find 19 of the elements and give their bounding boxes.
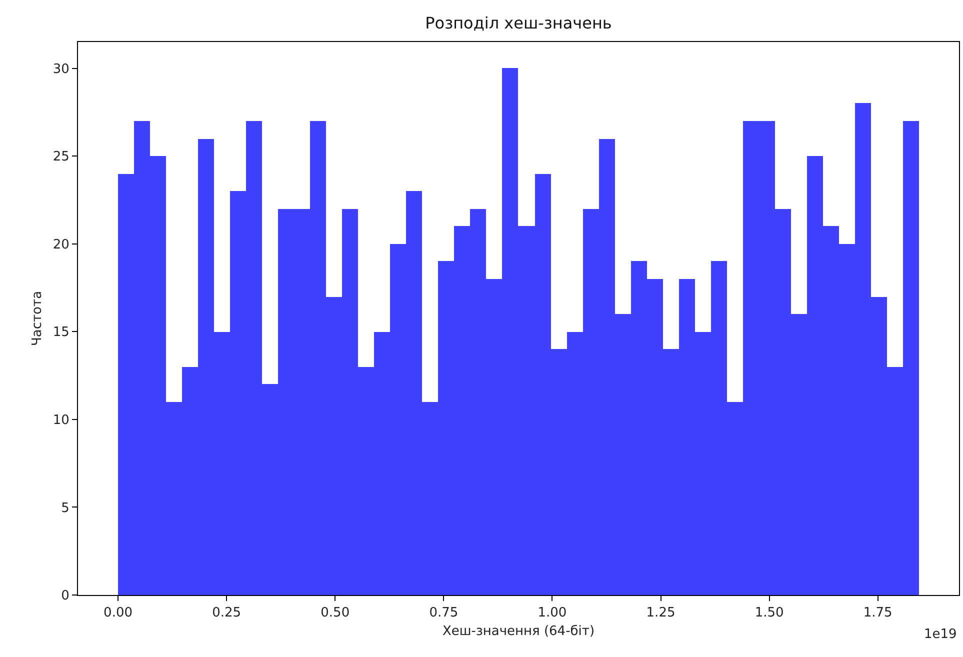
y-tick-label: 5 bbox=[61, 500, 70, 516]
x-tick-label: 1.75 bbox=[863, 606, 892, 621]
x-tick-label: 0.50 bbox=[320, 606, 350, 621]
x-tick-label: 0.75 bbox=[429, 606, 458, 621]
y-tick-label: 10 bbox=[52, 412, 70, 428]
x-tick-label: 1.25 bbox=[646, 606, 676, 621]
text: 1e19 bbox=[924, 627, 957, 642]
y-tick-label: 0 bbox=[61, 588, 70, 604]
x-tick-label: 0.25 bbox=[212, 606, 242, 621]
chart-title: Розподіл хеш-значень bbox=[425, 14, 612, 33]
x-tick-label: 1.00 bbox=[538, 606, 567, 621]
x-axis-title: Хеш-значення (64-біт) bbox=[442, 624, 595, 640]
x-tick-label: 0.00 bbox=[104, 606, 133, 621]
y-axis-title: Частота bbox=[30, 290, 45, 346]
y-tick-label: 30 bbox=[52, 62, 70, 77]
y-tick-label: 15 bbox=[52, 325, 70, 340]
y-tick-label: 20 bbox=[52, 237, 70, 252]
x-tick-label: 1.50 bbox=[754, 606, 784, 621]
y-tick-label: 25 bbox=[52, 150, 70, 165]
